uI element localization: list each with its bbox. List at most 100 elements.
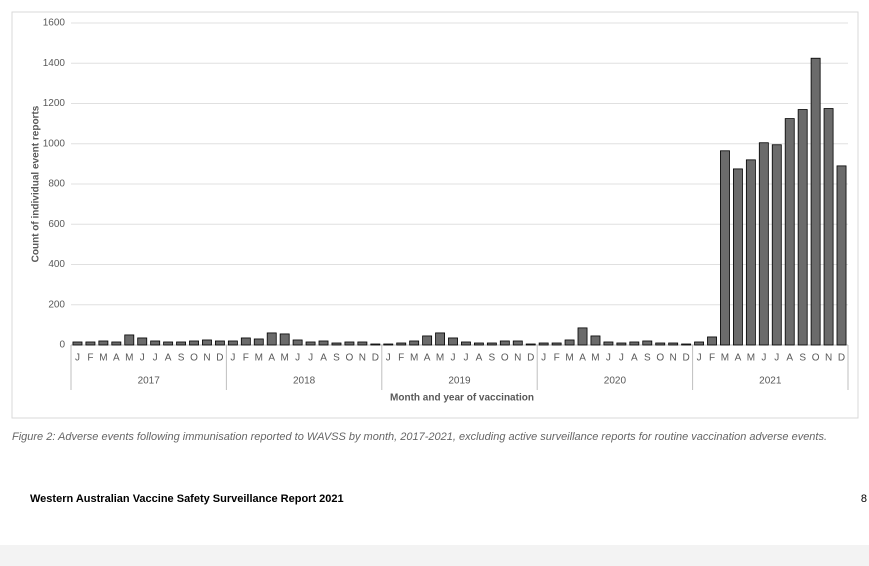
bar <box>784 118 795 346</box>
x-tick-label: F <box>243 353 249 364</box>
x-tick-label: M <box>125 353 133 364</box>
x-tick-label: M <box>747 353 755 364</box>
x-tick-label: A <box>735 353 742 364</box>
x-tick-label: A <box>165 353 172 364</box>
x-tick-label: J <box>774 353 779 364</box>
x-tick-label: O <box>190 353 198 364</box>
year-label: 2021 <box>759 376 782 387</box>
page-number: 8 <box>860 493 867 505</box>
x-tick-label: J <box>619 353 624 364</box>
bar <box>771 144 782 346</box>
x-tick-label: J <box>153 353 158 364</box>
x-tick-label: J <box>140 353 145 364</box>
x-tick-label: M <box>410 353 418 364</box>
bar <box>176 341 187 346</box>
bar <box>745 159 756 346</box>
x-tick-label: N <box>825 353 832 364</box>
bar <box>642 340 653 346</box>
x-tick-label: S <box>799 353 806 364</box>
x-tick-label: F <box>709 353 715 364</box>
bar <box>720 150 730 346</box>
year-label: 2018 <box>293 376 316 387</box>
bar <box>668 342 679 346</box>
y-tick-label: 200 <box>48 299 65 310</box>
x-tick-label: M <box>255 353 263 364</box>
footer-title: Western Australian Vaccine Safety Survei… <box>30 493 344 505</box>
bar <box>655 342 666 346</box>
x-tick-label: F <box>398 353 404 364</box>
chart-frame <box>11 11 859 419</box>
x-tick-label: A <box>113 353 120 364</box>
x-tick-label: S <box>178 353 185 364</box>
y-tick-label: 1200 <box>43 98 66 109</box>
x-tick-label: A <box>268 353 275 364</box>
x-tick-label: D <box>683 353 690 364</box>
bar <box>72 341 83 346</box>
chart: Count of individual event reports Month … <box>11 11 859 419</box>
bar <box>603 341 614 346</box>
bar <box>150 340 161 346</box>
bar <box>202 339 212 346</box>
bar <box>111 341 122 346</box>
x-tick-label: M <box>436 353 444 364</box>
bar <box>681 343 692 346</box>
x-tick-label: M <box>565 353 573 364</box>
x-tick-label: J <box>230 353 235 364</box>
year-label: 2017 <box>138 376 161 387</box>
bar <box>409 340 420 346</box>
bar <box>551 342 562 346</box>
x-tick-label: J <box>451 353 456 364</box>
x-tick-label: J <box>606 353 611 364</box>
bar <box>512 340 523 346</box>
y-tick-label: 0 <box>59 340 65 351</box>
bar <box>98 340 109 346</box>
bar <box>344 341 355 346</box>
bottom-strip <box>0 545 869 566</box>
bar <box>124 334 135 346</box>
x-tick-label: S <box>333 353 340 364</box>
bar <box>564 339 575 346</box>
x-tick-label: D <box>216 353 223 364</box>
x-tick-label: D <box>838 353 845 364</box>
x-tick-label: J <box>308 353 313 364</box>
x-axis-title: Month and year of vaccination <box>390 393 534 404</box>
x-tick-label: M <box>281 353 289 364</box>
bar <box>538 342 549 346</box>
y-tick-label: 1600 <box>43 18 66 29</box>
year-label: 2019 <box>448 376 471 387</box>
bar <box>318 340 329 346</box>
x-tick-label: J <box>697 353 702 364</box>
bar <box>758 142 769 346</box>
x-tick-label: A <box>631 353 638 364</box>
x-tick-label: O <box>501 353 509 364</box>
bar <box>836 165 847 346</box>
x-tick-label: M <box>591 353 599 364</box>
x-tick-label: J <box>463 353 468 364</box>
caption: Figure 2: Adverse events following immun… <box>12 431 828 443</box>
bar <box>396 342 407 346</box>
bar <box>590 335 601 346</box>
bar <box>292 339 303 346</box>
bar <box>448 337 458 346</box>
bar <box>486 342 497 346</box>
bar <box>473 342 484 346</box>
bar <box>279 333 290 346</box>
bar <box>616 342 627 346</box>
x-tick-label: O <box>656 353 664 364</box>
bar <box>214 340 225 346</box>
x-tick-label: S <box>644 353 651 364</box>
bar <box>370 343 381 346</box>
bar <box>694 341 705 346</box>
x-tick-label: N <box>514 353 521 364</box>
bar <box>435 332 446 346</box>
bar <box>357 341 368 346</box>
x-tick-label: N <box>670 353 677 364</box>
x-tick-label: J <box>386 353 391 364</box>
x-tick-label: J <box>75 353 80 364</box>
y-tick-label: 1000 <box>43 138 66 149</box>
y-tick-label: 600 <box>48 219 65 230</box>
year-label: 2020 <box>604 376 627 387</box>
x-tick-label: A <box>579 353 586 364</box>
x-tick-label: M <box>99 353 107 364</box>
